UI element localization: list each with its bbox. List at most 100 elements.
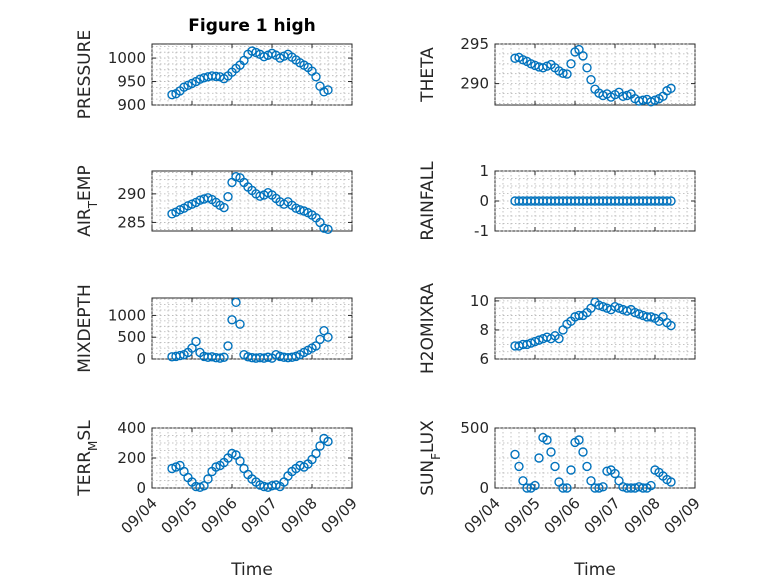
subplot-h2omixra: 6 8 10 H2OMIXRA: [418, 283, 696, 374]
data-point: [566, 465, 576, 475]
data-point: [231, 297, 241, 308]
data-point: [311, 72, 321, 82]
data-point: [666, 196, 676, 206]
data-point: [235, 319, 245, 329]
data-point: [311, 341, 321, 351]
x-tick-label: 09/09: [318, 494, 361, 537]
data-point: [271, 480, 281, 490]
data-point: [259, 51, 269, 62]
data-point: [614, 303, 624, 313]
subplot-pressure: 900 950 1000 PRESSURE: [75, 30, 353, 119]
y-tick-label: 0: [479, 192, 489, 210]
data-point: [666, 477, 676, 487]
figure-title: Figure 1 high: [188, 16, 316, 36]
y-axis-label-part: EMP: [75, 165, 95, 201]
data-point: [514, 461, 524, 472]
y-axis-label-part: LUX: [418, 420, 438, 453]
data-point: [530, 336, 540, 347]
data-point: [287, 352, 297, 362]
x-tick-label: 09/06: [541, 494, 584, 537]
data-point: [582, 63, 592, 73]
x-tick-label: 09/07: [581, 494, 624, 537]
y-axis-label-part: TERR: [75, 451, 95, 497]
data-point: [522, 339, 532, 350]
data-point: [203, 474, 213, 484]
y-axis-label-part: THETA: [418, 47, 438, 103]
y-axis-label-part: AIR: [75, 208, 95, 237]
x-tick-label: 09/09: [661, 494, 704, 537]
data-point: [323, 85, 333, 95]
data-point: [315, 441, 325, 451]
x-tick-label: 09/05: [501, 494, 544, 537]
subplot-theta: 290 295 THETA: [418, 35, 696, 107]
y-tick-label: 1: [479, 162, 489, 180]
data-point: [167, 89, 177, 100]
data-point: [586, 74, 596, 85]
y-tick-label: 295: [460, 35, 489, 53]
data-point: [562, 69, 572, 79]
data-point: [295, 205, 305, 215]
data-point: [323, 436, 333, 447]
data-point: [323, 332, 333, 342]
data-point: [550, 461, 560, 472]
y-axis-label-subscript: T: [86, 200, 100, 209]
data-point: [191, 336, 201, 347]
y-tick-label: 285: [117, 213, 146, 231]
y-tick-label: 400: [117, 419, 146, 437]
data-point: [558, 68, 568, 79]
x-tick-label: 09/04: [461, 494, 504, 537]
x-tick-label: 09/08: [621, 494, 664, 537]
subplot-rainfall: -1 0 1 RAINFALL: [418, 161, 696, 241]
y-axis-label: PRESSURE: [75, 30, 95, 119]
x-tick-label: 09/08: [278, 494, 321, 537]
y-tick-label: 500: [460, 419, 489, 437]
y-tick-label: -1: [474, 222, 489, 240]
y-axis-label-part: H2OMIXRA: [418, 283, 438, 374]
data-point: [227, 315, 237, 325]
data-point: [534, 335, 544, 345]
data-point: [546, 447, 556, 457]
y-axis-label-subscript: F: [429, 453, 443, 460]
data-point: [594, 300, 604, 310]
data-point: [534, 453, 544, 463]
data-point: [231, 172, 241, 182]
data-point: [199, 481, 209, 491]
y-axis-label: TERRMSL: [75, 420, 100, 497]
data-point: [255, 191, 265, 201]
data-point: [219, 202, 229, 213]
data-point: [666, 320, 676, 331]
y-axis-label: THETA: [418, 47, 438, 103]
data-point: [554, 333, 564, 344]
x-tick-label: 09/04: [118, 494, 161, 537]
y-axis-label: RAINFALL: [418, 161, 438, 241]
data-point: [666, 83, 676, 94]
y-axis-label: AIRTEMP: [75, 165, 100, 236]
data-point: [574, 310, 584, 321]
data-point: [223, 192, 233, 202]
data-point: [634, 309, 644, 319]
data-point: [566, 59, 576, 69]
y-tick-label: 290: [117, 185, 146, 203]
subplot-air-temp: 285 290 AIRTEMP: [75, 165, 353, 237]
data-point: [215, 353, 225, 363]
data-point: [171, 462, 181, 472]
data-point: [578, 447, 588, 457]
data-point: [586, 476, 596, 486]
y-axis-label: SUNFLUX: [418, 420, 443, 496]
y-tick-label: 500: [117, 328, 146, 346]
y-tick-label: 6: [479, 350, 489, 368]
y-tick-label: 200: [117, 449, 146, 467]
data-point: [646, 480, 656, 491]
y-tick-label: 0: [136, 479, 146, 497]
y-axis-label-part: RAINFALL: [418, 161, 438, 241]
data-point: [562, 483, 572, 493]
data-point: [610, 302, 620, 312]
data-point: [235, 456, 245, 466]
data-point: [319, 325, 329, 336]
data-point: [510, 449, 520, 460]
data-point: [578, 51, 588, 61]
y-axis-label-part: SUN: [418, 460, 438, 496]
data-point: [530, 480, 540, 491]
